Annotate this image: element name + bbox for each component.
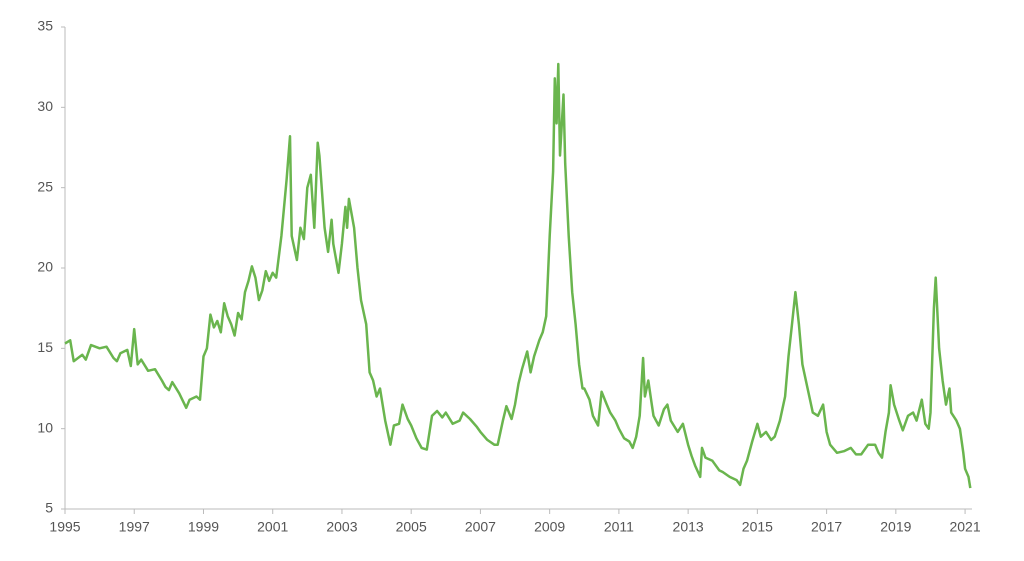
- x-tick-label: 2003: [326, 519, 357, 535]
- y-tick-label: 25: [37, 178, 53, 194]
- x-tick-label: 1999: [188, 519, 219, 535]
- x-tick-label: 2011: [604, 519, 634, 535]
- x-tick-label: 2013: [673, 519, 704, 535]
- x-tick-label: 1995: [49, 519, 80, 535]
- x-tick-label: 2015: [742, 519, 773, 535]
- x-tick-label: 2005: [396, 519, 427, 535]
- x-tick-label: 2021: [949, 519, 980, 535]
- y-tick-label: 10: [37, 419, 53, 435]
- y-tick-label: 30: [37, 98, 53, 114]
- x-tick-label: 2007: [465, 519, 496, 535]
- y-tick-label: 20: [37, 259, 53, 275]
- x-tick-label: 2019: [880, 519, 911, 535]
- x-tick-label: 1997: [119, 519, 150, 535]
- x-tick-label: 2009: [534, 519, 565, 535]
- x-tick-label: 2001: [257, 519, 288, 535]
- data-line: [64, 62, 972, 489]
- y-tick-label: 15: [37, 339, 53, 355]
- y-tick-label: 35: [37, 18, 53, 34]
- x-tick-label: 2017: [811, 519, 842, 535]
- y-tick-label: 5: [45, 500, 53, 516]
